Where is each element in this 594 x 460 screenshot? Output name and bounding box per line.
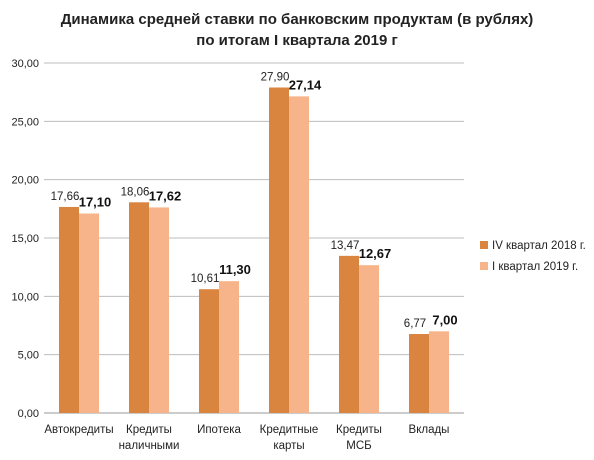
category-label: Вклады xyxy=(409,424,450,436)
category-label: Кредиты xyxy=(336,424,382,436)
grid-lines xyxy=(44,62,464,414)
y-tick-label: 5,00 xyxy=(18,350,39,362)
data-label-q4-2018: 6,77 xyxy=(404,318,426,330)
category-label: Автокредиты xyxy=(44,424,113,436)
data-label-q4-2018: 18,06 xyxy=(121,186,150,198)
data-label-q4-2018: 13,47 xyxy=(331,240,360,252)
legend-swatch xyxy=(480,241,488,249)
bar-q4-2018 xyxy=(59,206,79,413)
category-label: наличными xyxy=(119,440,180,452)
y-tick-label: 15,00 xyxy=(11,233,39,245)
category-label: карты xyxy=(273,440,304,452)
bar-q4-2018 xyxy=(339,255,359,413)
bar-q4-2018 xyxy=(199,289,219,413)
bars xyxy=(59,87,449,413)
bar-q1-2019 xyxy=(219,281,239,413)
data-label-q1-2019: 17,10 xyxy=(79,195,112,210)
bar-q1-2019 xyxy=(359,265,379,413)
data-label-q1-2019: 7,00 xyxy=(432,312,457,327)
chart-subtitle: по итогам I квартала 2019 г xyxy=(196,32,397,49)
category-label: Кредиты xyxy=(126,424,172,436)
data-label-q4-2018: 17,66 xyxy=(51,191,80,203)
y-tick-label: 30,00 xyxy=(11,58,39,70)
bar-q4-2018 xyxy=(409,334,429,413)
y-tick-label: 10,00 xyxy=(11,291,39,303)
data-label-q1-2019: 11,30 xyxy=(219,262,251,277)
legend-label: I квартал 2019 г. xyxy=(492,261,578,273)
y-tick-label: 0,00 xyxy=(18,408,39,420)
chart-title: Динамика средней ставки по банковским пр… xyxy=(61,11,534,28)
category-label: МСБ xyxy=(346,440,371,452)
bar-q4-2018 xyxy=(269,87,289,413)
bar-q1-2019 xyxy=(289,96,309,413)
data-label-q1-2019: 17,62 xyxy=(149,188,182,203)
legend-label: IV квартал 2018 г. xyxy=(492,240,586,252)
bar-q1-2019 xyxy=(79,213,99,413)
category-label: Ипотека xyxy=(197,424,241,436)
y-tick-label: 25,00 xyxy=(11,116,39,128)
y-tick-label: 20,00 xyxy=(11,175,39,187)
x-axis-categories: Автокредиты Кредиты наличными Ипотека Кредит… xyxy=(44,424,449,452)
data-label-q1-2019: 27,14 xyxy=(289,77,322,92)
category-label: Кредитные xyxy=(260,424,319,436)
bar-q1-2019 xyxy=(429,331,449,413)
legend-swatch xyxy=(480,262,488,270)
data-label-q4-2018: 27,90 xyxy=(261,72,290,84)
y-axis-ticks: 0,00 5,00 10,00 15,00 20,00 25,00 30,00 xyxy=(11,58,39,420)
data-label-q1-2019: 12,67 xyxy=(359,246,392,261)
data-label-q4-2018: 10,61 xyxy=(191,273,220,285)
legend: IV квартал 2018 г. I квартал 2019 г. xyxy=(480,240,586,273)
bar-q4-2018 xyxy=(129,202,149,413)
bar-q1-2019 xyxy=(149,207,169,413)
